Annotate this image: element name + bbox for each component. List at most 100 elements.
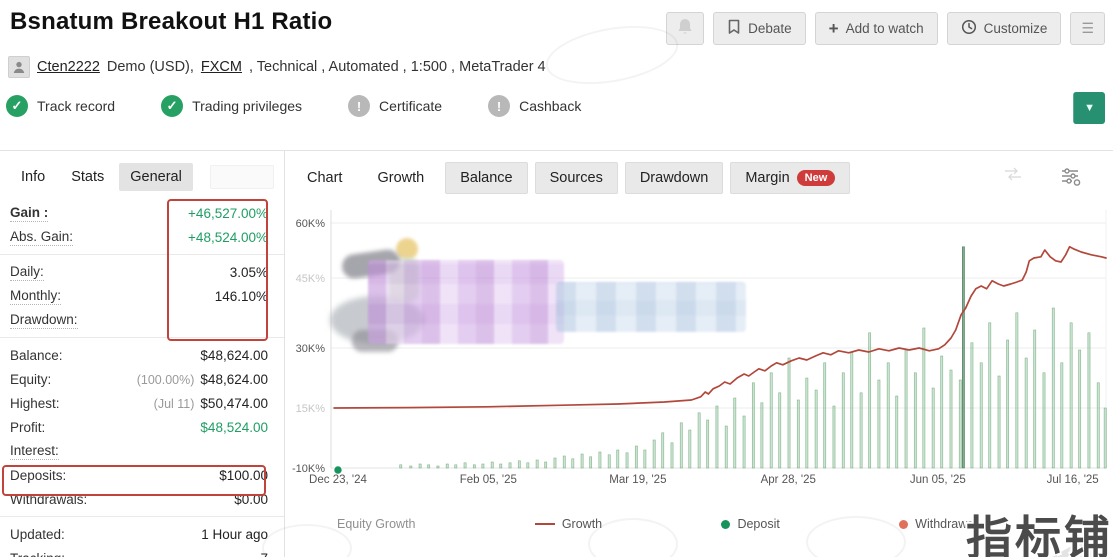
tab-label: Chart bbox=[307, 170, 343, 186]
growth-chart[interactable]: 60K% 45K% 30K% 15K% -10K% bbox=[285, 200, 1113, 490]
add-to-watch-button[interactable]: + Add to watch bbox=[814, 12, 938, 45]
avatar bbox=[8, 56, 30, 78]
svg-text:15K%: 15K% bbox=[296, 403, 326, 415]
sidebar-tabs: Info Stats General bbox=[10, 163, 193, 191]
stat-row-monthly: Monthly: 146.10% bbox=[0, 284, 284, 308]
tab-drawdown[interactable]: Drawdown bbox=[624, 162, 724, 194]
x-tick-mar-19-25: Mar 19, '25 bbox=[609, 474, 667, 486]
legend-equity-growth[interactable]: Equity Growth bbox=[337, 517, 416, 531]
header-divider bbox=[0, 150, 1113, 151]
stat-row-highest: Highest: (Jul 11) $50,474.00 bbox=[0, 391, 284, 415]
stat-row-tracking: Tracking: 7 bbox=[0, 546, 284, 557]
customize-button[interactable]: Customize bbox=[946, 12, 1062, 45]
add-to-watch-label: Add to watch bbox=[845, 21, 924, 36]
page-title: Bsnatum Breakout H1 Ratio bbox=[10, 8, 333, 35]
stat-label: Deposits: bbox=[10, 467, 67, 483]
stat-row-deposits: Deposits: $100.00 bbox=[0, 463, 284, 487]
customize-label: Customize bbox=[983, 21, 1048, 36]
stat-row-withdrawals: Withdrawals: $0.00 bbox=[0, 487, 284, 511]
stat-value: 7 bbox=[260, 551, 268, 557]
sidebar-tab-stats[interactable]: Stats bbox=[71, 169, 105, 185]
stat-value-prefix: (Jul 11) bbox=[153, 396, 195, 411]
legend-line-swatch bbox=[534, 523, 555, 525]
stat-value: +48,524.00% bbox=[188, 229, 268, 245]
broker-link[interactable]: FXCM bbox=[200, 59, 242, 75]
stat-row-abs-gain: Abs. Gain: +48,524.00% bbox=[0, 225, 284, 249]
badge-trading-privileges[interactable]: ✓ Trading privileges bbox=[161, 95, 302, 117]
stat-value: (Jul 11) $50,474.00 bbox=[153, 395, 268, 411]
stat-value: $0.00 bbox=[234, 491, 268, 507]
tab-growth[interactable]: Growth bbox=[363, 163, 439, 193]
compare-arrows-icon[interactable] bbox=[1003, 167, 1023, 192]
stat-value: $100.00 bbox=[219, 467, 268, 483]
badge-certificate[interactable]: ! Certificate bbox=[348, 95, 442, 117]
tab-sources[interactable]: Sources bbox=[534, 162, 618, 194]
x-tick-jul-16-25: Jul 16, '25 bbox=[1046, 474, 1099, 486]
verification-badges: ✓ Track record ✓ Trading privileges ! Certifi… bbox=[6, 95, 581, 117]
account-owner-link[interactable]: Cten2222 bbox=[37, 59, 100, 75]
stat-value: $48,524.00 bbox=[200, 419, 268, 435]
x-tick-apr-28-25: Apr 28, '25 bbox=[760, 474, 816, 486]
alerts-button[interactable] bbox=[666, 12, 705, 45]
stat-value: 146.10% bbox=[214, 288, 268, 304]
stat-value: 1 Hour ago bbox=[201, 526, 268, 542]
stat-row-balance: Balance: $48,624.00 bbox=[0, 343, 284, 367]
account-meta-start: Demo (USD), bbox=[106, 59, 194, 75]
check-icon: ✓ bbox=[161, 95, 184, 117]
stat-row-daily: Daily: 3.05% bbox=[0, 260, 284, 284]
stat-label: Updated: bbox=[10, 526, 65, 542]
stat-label: Drawdown: bbox=[10, 311, 78, 329]
stat-label: Balance: bbox=[10, 347, 63, 363]
clock-icon bbox=[961, 19, 977, 38]
chart-settings-icon[interactable] bbox=[1061, 167, 1083, 192]
tab-balance[interactable]: Balance bbox=[445, 162, 528, 194]
header-actions: Debate + Add to watch Customize ☰ bbox=[666, 12, 1105, 45]
stat-label: Interest: bbox=[10, 442, 59, 460]
stat-label: Monthly: bbox=[10, 287, 62, 305]
stat-value: +46,527.00% bbox=[188, 205, 268, 221]
stat-value: $48,624.00 bbox=[200, 347, 268, 363]
legend-growth[interactable]: Growth bbox=[534, 517, 602, 531]
tab-label: Growth bbox=[377, 170, 425, 186]
chevron-down-icon[interactable]: ▼ bbox=[1073, 92, 1105, 124]
badge-label: Cashback bbox=[519, 98, 582, 114]
new-badge: New bbox=[796, 170, 836, 186]
chart-toolbar bbox=[1003, 167, 1083, 192]
stat-label: Highest: bbox=[10, 395, 60, 411]
badge-label: Track record bbox=[37, 98, 116, 114]
tab-chart[interactable]: Chart bbox=[293, 163, 357, 193]
stat-row-interest: Interest: bbox=[0, 439, 284, 463]
sidebar-divider bbox=[0, 337, 284, 338]
legend-withdrawal[interactable]: Withdrawal bbox=[899, 517, 977, 531]
stat-value: (100.00%) $48,624.00 bbox=[136, 371, 268, 387]
legend-deposit[interactable]: Deposit bbox=[721, 517, 780, 531]
plus-icon: + bbox=[828, 19, 839, 38]
stat-label: Tracking: bbox=[10, 551, 65, 557]
legend-dot-swatch bbox=[721, 519, 731, 529]
tab-label: Balance bbox=[460, 170, 513, 186]
account-row: Cten2222 Demo (USD), FXCM , Technical , … bbox=[8, 56, 546, 78]
stat-value: 3.05% bbox=[229, 264, 268, 280]
badge-label: Certificate bbox=[379, 98, 443, 114]
stat-label: Profit: bbox=[10, 419, 46, 435]
sidebar-tab-general[interactable]: General bbox=[119, 163, 193, 191]
compare-button[interactable]: Debate bbox=[713, 12, 806, 45]
sidebar-tab-info[interactable]: Info bbox=[21, 169, 46, 185]
more-options-button[interactable]: ☰ bbox=[1070, 12, 1105, 45]
svg-text:30K%: 30K% bbox=[296, 343, 326, 355]
legend-label: Deposit bbox=[737, 517, 780, 531]
badge-cashback[interactable]: ! Cashback bbox=[488, 95, 581, 117]
x-tick-feb-05-25: Feb 05, '25 bbox=[459, 474, 517, 486]
tab-margin[interactable]: Margin New bbox=[730, 162, 851, 194]
stat-row-updated: Updated: 1 Hour ago bbox=[0, 522, 284, 546]
badge-label: Trading privileges bbox=[192, 98, 303, 114]
stat-label: Daily: bbox=[10, 263, 44, 281]
tab-label: Drawdown bbox=[639, 170, 709, 186]
stat-value-prefix: (100.00%) bbox=[136, 372, 195, 387]
sidebar-divider bbox=[0, 254, 284, 255]
badge-track-record[interactable]: ✓ Track record bbox=[6, 95, 115, 117]
subscribe-button[interactable]: Subscribe ▼ bbox=[1073, 92, 1105, 124]
chart-panel: Chart Growth Balance Sources Drawdown Margin N… bbox=[285, 151, 1113, 557]
tab-label: Margin bbox=[745, 170, 790, 186]
